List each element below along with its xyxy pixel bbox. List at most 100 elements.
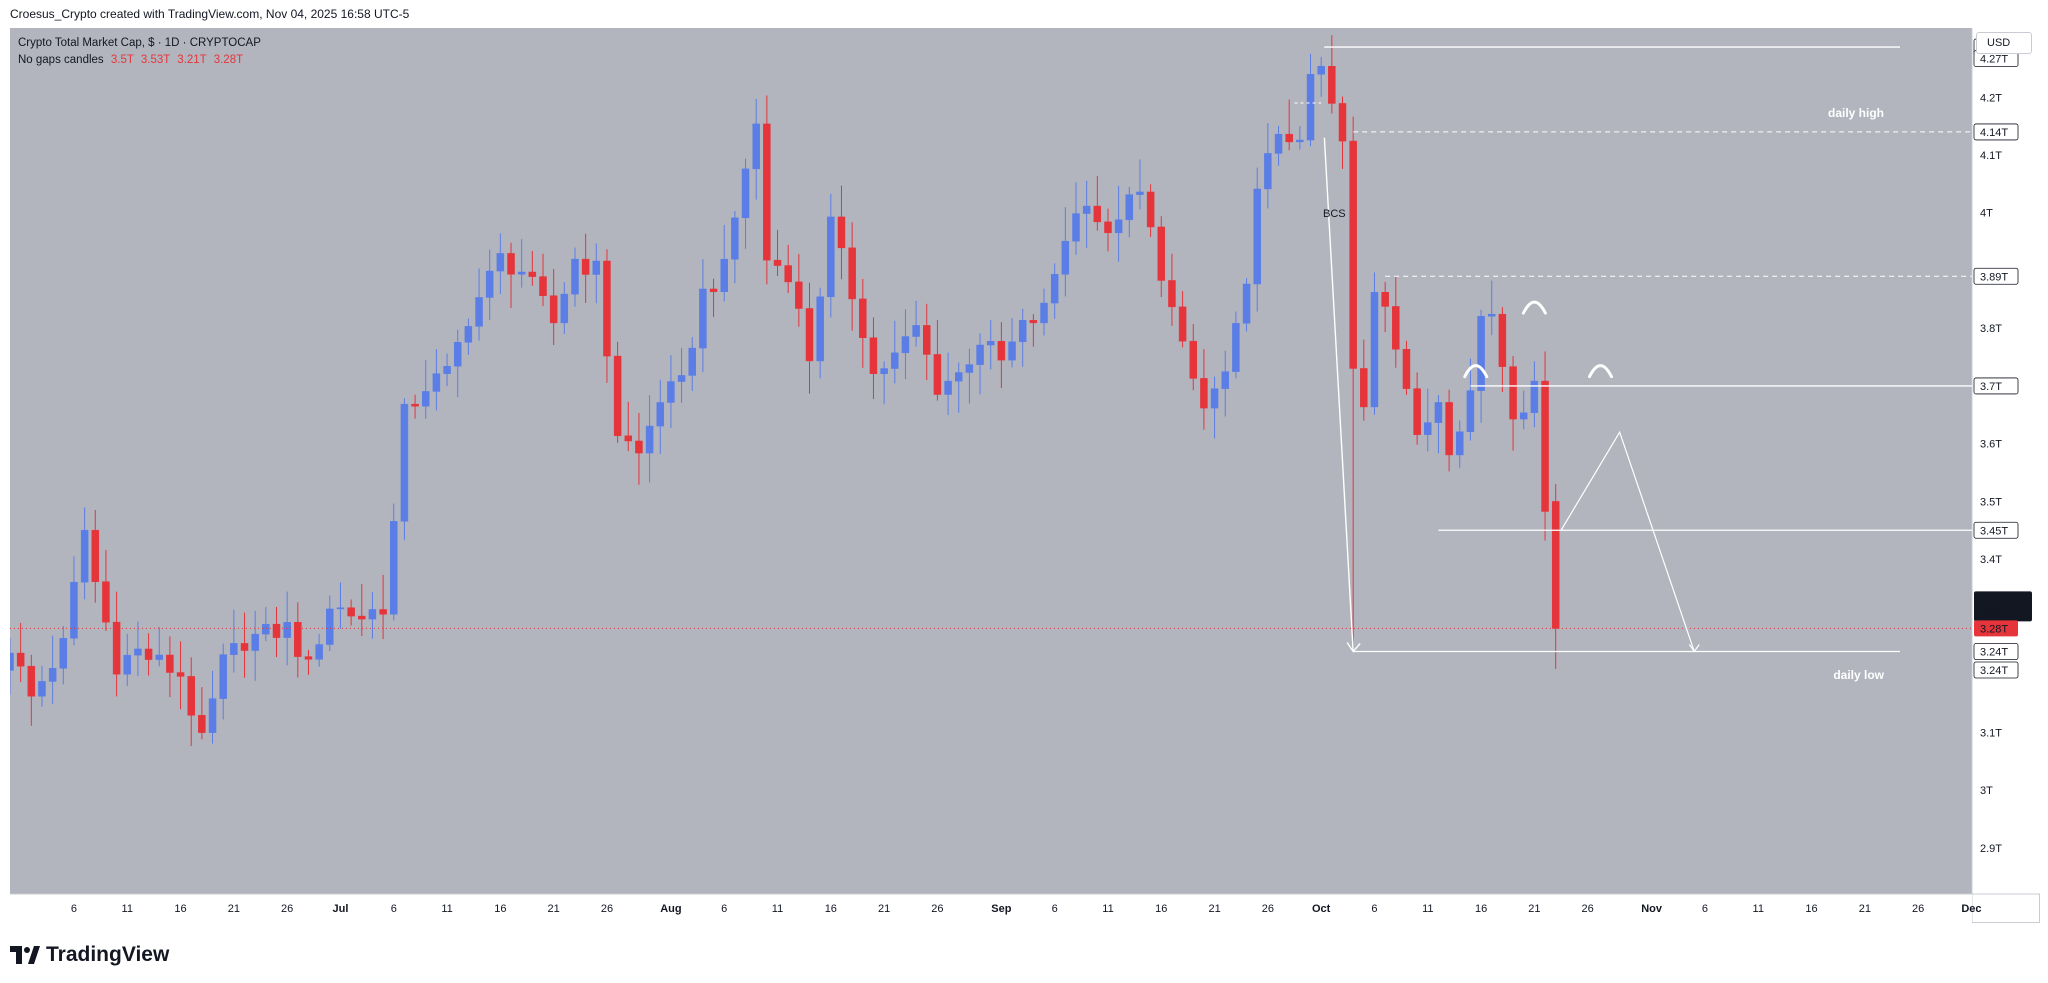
candle-body — [1541, 380, 1549, 512]
drop-arrow-line — [1323, 137, 1354, 652]
candle-body — [1082, 205, 1091, 214]
daily-high-label: daily high — [1828, 106, 1884, 120]
candle-body — [230, 643, 238, 655]
candle-body — [795, 281, 803, 309]
price-badge — [1973, 377, 2019, 395]
time-tick-label: 6 — [1371, 903, 1377, 915]
last-price-label: 3.28T — [1980, 623, 2008, 635]
price-badge — [1973, 521, 2019, 539]
time-tick-label: 21 — [1528, 903, 1540, 915]
candle-body — [400, 403, 409, 522]
candle-body — [1189, 340, 1198, 379]
price-badge-label: 3.89T — [1980, 271, 2008, 283]
candle-body — [1370, 292, 1379, 408]
candle-body — [1136, 191, 1144, 195]
bar-countdown-label: 02:01:22 — [1980, 608, 2023, 620]
candle-body — [432, 373, 441, 392]
candlestick-series — [10, 35, 1972, 747]
price-badge — [1973, 643, 2019, 660]
time-tick-label: Oct — [1312, 903, 1331, 915]
candle-body — [112, 621, 121, 675]
candle-body — [667, 381, 675, 403]
candle-body — [1413, 388, 1421, 435]
candle-body — [1050, 274, 1059, 304]
candle-body — [581, 258, 590, 275]
chart-legend[interactable]: Crypto Total Market Cap, $ · 1D · CRYPTO… — [18, 35, 261, 69]
candle-body — [10, 652, 14, 671]
candle-body — [976, 344, 984, 365]
candle-body — [1040, 302, 1048, 324]
candle-body — [336, 607, 345, 610]
candle-body — [16, 652, 25, 667]
tradingview-brand: TradingView — [46, 943, 170, 966]
candle-body — [1061, 240, 1070, 275]
candle-body — [944, 380, 952, 395]
candle-body — [315, 644, 323, 660]
candle-body — [805, 308, 814, 362]
candle-body — [219, 654, 227, 699]
time-tick-label: Dec — [1961, 903, 1981, 915]
price-tick-label: 4.2T — [1980, 92, 2002, 104]
candle-body — [304, 656, 313, 660]
time-tick-label: 11 — [122, 903, 133, 915]
price-tick-label: 3.6T — [1980, 439, 2002, 451]
candle-body — [1018, 320, 1027, 343]
candle-body — [677, 375, 686, 382]
price-badge-label: 3.24T — [1980, 647, 2008, 659]
candle-body — [1093, 205, 1102, 223]
candle-body — [1381, 292, 1389, 307]
price-chart[interactable]: 4.2T 4.1T 4T 3.8T 3.6T 3.5T 3.4T 3.1T 3T 2.9T 4.2… — [10, 28, 2040, 923]
candle-body — [1221, 371, 1229, 389]
time-tick-label: Sep — [991, 903, 1011, 915]
time-tick-label: 11 — [772, 903, 783, 915]
ohlc-low: 3.21T — [177, 54, 207, 66]
price-axis-ticks: 4.2T 4.1T 4T 3.8T 3.6T 3.5T 3.4T 3.1T 3T 2.9T — [1980, 92, 2002, 855]
candle-body — [443, 365, 451, 374]
candle-body — [272, 623, 281, 638]
bcs-label: BCS — [1323, 208, 1346, 220]
candle-body — [1210, 388, 1219, 409]
candle-body — [923, 325, 931, 355]
candle-body — [912, 325, 920, 337]
price-badge — [1973, 267, 2019, 285]
candle-body — [1114, 219, 1123, 234]
candle-body — [1519, 412, 1528, 420]
time-tick-label: 6 — [71, 903, 77, 915]
candle-body — [592, 260, 601, 275]
series-type: No gaps candles — [18, 54, 104, 66]
candle-body — [880, 368, 888, 374]
candle-body — [1168, 280, 1176, 308]
candle-body — [539, 276, 547, 296]
candle-body — [155, 654, 163, 660]
time-tick-label: 26 — [281, 903, 293, 915]
price-axis[interactable] — [1972, 28, 2040, 894]
price-badge-label: 3.7T — [1980, 381, 2002, 393]
candle-body — [1157, 226, 1166, 281]
candle-body — [720, 258, 728, 292]
time-tick-label: 6 — [391, 903, 397, 915]
ohlc-close: 3.28T — [213, 54, 244, 66]
price-badge-label: 3.45T — [1980, 525, 2008, 537]
time-axis[interactable] — [10, 894, 1972, 923]
candle-body — [1466, 390, 1475, 432]
candle-body — [645, 425, 654, 454]
candle-body — [1306, 73, 1315, 141]
time-tick-label: 11 — [1102, 903, 1113, 915]
candle-body — [102, 581, 110, 623]
candle-body — [262, 623, 270, 635]
candle-body — [1200, 378, 1208, 409]
price-badge-label: 3.24T — [1980, 665, 2008, 677]
candle-body — [70, 581, 78, 639]
candle-body — [411, 403, 419, 407]
currency-button[interactable]: USD — [1976, 32, 2032, 54]
symbol-title[interactable]: Crypto Total Market Cap, $ · 1D · CRYPTO… — [18, 37, 261, 49]
candle-body — [166, 654, 174, 673]
candle-body — [1509, 366, 1517, 420]
time-tick-label: 26 — [1912, 903, 1924, 915]
drawing-annotations — [1294, 46, 1972, 653]
candle-body — [134, 648, 142, 656]
candle-body — [421, 391, 430, 407]
candle-body — [475, 297, 483, 327]
price-tick-label: 3.8T — [1980, 323, 2002, 335]
time-tick-label: 6 — [1052, 903, 1058, 915]
